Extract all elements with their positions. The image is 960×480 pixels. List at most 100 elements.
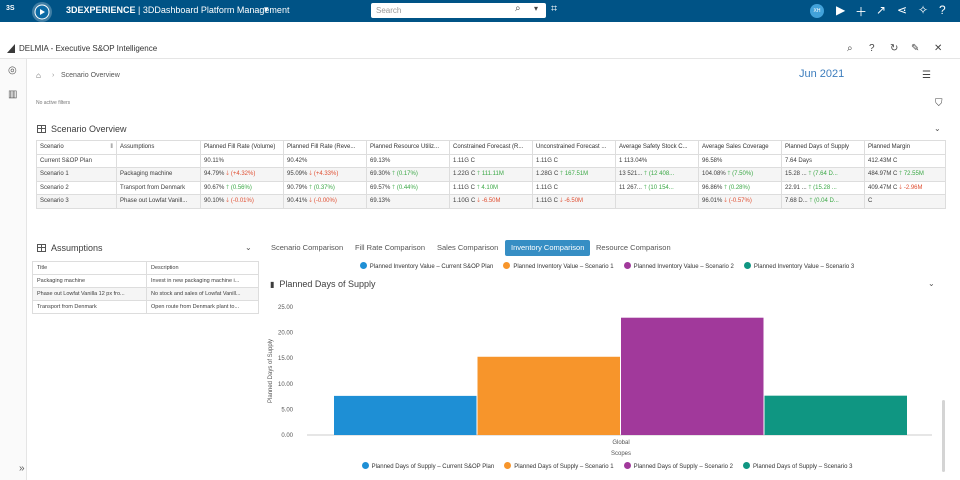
- cell-value: Current S&OP Plan: [40, 157, 92, 164]
- legend-item[interactable]: Planned Days of Supply – Scenario 2: [623, 462, 734, 470]
- table-row[interactable]: Packaging machine Invest in new packaging…: [32, 274, 259, 288]
- column-header[interactable]: Scenario ⫴: [36, 140, 117, 155]
- table-cell: 7.64 Days: [781, 153, 865, 168]
- column-header[interactable]: Planned Days of Supply: [781, 140, 865, 155]
- expand-sidebar-icon[interactable]: »: [19, 463, 25, 474]
- share-icon[interactable]: ↗: [876, 3, 887, 17]
- filter-icon[interactable]: ⛉: [935, 98, 943, 109]
- table-icon: [37, 244, 46, 252]
- table-cell: 484.97M C 🡑 72.55M: [864, 167, 946, 182]
- column-header[interactable]: Planned Margin: [864, 140, 946, 155]
- delta-value: (10 154...: [648, 184, 674, 191]
- y-tick-label: 15.00: [278, 356, 294, 362]
- column-header[interactable]: Assumptions: [116, 140, 201, 155]
- period-selector[interactable]: Jun 2021: [799, 68, 845, 80]
- vertical-scrollbar[interactable]: [942, 400, 945, 472]
- table-cell: 90.41% 🡓 (-0.00%): [283, 194, 367, 209]
- tab-sales-comparison[interactable]: Sales Comparison: [437, 243, 499, 252]
- bar-scenario-1[interactable]: [477, 356, 621, 435]
- tab-inventory-comparison[interactable]: Inventory Comparison: [505, 240, 591, 256]
- breadcrumb-separator-icon: ›: [52, 72, 55, 79]
- table-row[interactable]: Transport from Denmark Open route from De…: [32, 300, 259, 314]
- network-icon[interactable]: ⋖: [897, 3, 908, 17]
- table-row[interactable]: Scenario 2 Transport from Denmark 90.67% 🡑…: [36, 180, 946, 195]
- arrow-up-icon: 🡑: [475, 171, 482, 178]
- pin-icon[interactable]: ✎: [911, 43, 920, 54]
- column-resize-icon[interactable]: ⫴: [110, 143, 113, 150]
- column-header[interactable]: Average Sales Coverage: [698, 140, 782, 155]
- compass-apps-icon[interactable]: ✧: [918, 3, 929, 17]
- chevron-down-icon[interactable]: ⌄: [245, 243, 252, 252]
- refresh-icon[interactable]: ↻: [890, 43, 899, 54]
- dashboard-icon[interactable]: ◎: [8, 65, 17, 76]
- arrow-up-icon: 🡑: [806, 184, 814, 191]
- cell-value: 412.43M C: [868, 157, 898, 164]
- chevron-down-icon[interactable]: ▾: [264, 4, 269, 14]
- column-header[interactable]: Unconstrained Forecast ...: [532, 140, 616, 155]
- table-cell: [615, 194, 699, 209]
- help-icon[interactable]: ?: [869, 43, 875, 54]
- cell-value: Transport from Denmark: [120, 184, 186, 191]
- search-dropdown-icon[interactable]: ▾: [534, 4, 539, 13]
- legend-item[interactable]: Planned Days of Supply – Scenario 1: [504, 462, 614, 470]
- bar-scenario-2[interactable]: [621, 317, 764, 435]
- arrow-down-icon: 🡓: [307, 171, 314, 178]
- cell-value: 1 113.04%: [619, 157, 648, 164]
- analytics-icon[interactable]: ▥: [8, 89, 18, 100]
- legend-item[interactable]: Planned Inventory Value – Current S&OP P…: [359, 262, 493, 270]
- legend-item[interactable]: Planned Inventory Value – Scenario 3: [743, 262, 854, 270]
- column-header[interactable]: Title: [32, 261, 147, 275]
- cell-value: 484.97M C: [868, 171, 898, 178]
- chevron-down-icon[interactable]: ⌄: [928, 279, 935, 288]
- cell-value: 69.57%: [370, 184, 391, 191]
- column-header[interactable]: Planned Fill Rate (Reve...: [283, 140, 367, 155]
- table-row[interactable]: Current S&OP Plan 90.11% 90.42% 69.13% 1.11G…: [36, 153, 946, 168]
- menu-icon[interactable]: ☰: [922, 70, 931, 81]
- column-header[interactable]: Planned Fill Rate (Volume): [200, 140, 284, 155]
- table-row[interactable]: Scenario 3 Phase out Lowfat Vanill... 90.1…: [36, 194, 946, 209]
- table-row[interactable]: Scenario 1 Packaging machine 94.79% 🡓 (+4.…: [36, 167, 946, 182]
- add-icon[interactable]: ＋: [855, 5, 868, 19]
- notification-icon[interactable]: ▶: [836, 3, 846, 17]
- tag-icon[interactable]: ⌗: [551, 3, 558, 15]
- 3dexperience-compass-icon[interactable]: 3S: [4, 1, 56, 22]
- legend-item[interactable]: Planned Days of Supply – Scenario 3: [743, 462, 852, 470]
- legend-item[interactable]: Planned Inventory Value – Scenario 2: [623, 262, 734, 270]
- column-header[interactable]: Constrained Forecast (R...: [449, 140, 533, 155]
- cell-value: 95.09%: [287, 171, 308, 178]
- y-tick-label: 5.00: [281, 407, 293, 413]
- legend-item[interactable]: Planned Days of Supply – Current S&OP Pl…: [361, 462, 494, 470]
- bar-current-plan[interactable]: [334, 395, 477, 435]
- tab-scenario-comparison[interactable]: Scenario Comparison: [271, 243, 344, 252]
- arrow-up-icon: 🡑: [224, 184, 231, 191]
- legend-item[interactable]: Planned Inventory Value – Scenario 1: [503, 262, 614, 270]
- help-icon[interactable]: ?: [939, 3, 946, 17]
- arrow-up-icon: 🡑: [390, 171, 397, 178]
- tab-resource-comparison[interactable]: Resource Comparison: [596, 243, 671, 252]
- search-input[interactable]: [371, 3, 546, 18]
- table-cell: 96.86% 🡑 (0.28%): [698, 180, 782, 195]
- table-cell: 1.28G C 🡑 167.51M: [532, 167, 616, 182]
- cell-value: 1.28G C: [536, 171, 559, 178]
- legend-label: Planned Days of Supply – Scenario 2: [633, 464, 734, 470]
- column-header[interactable]: Description: [146, 261, 259, 275]
- column-header[interactable]: Average Safety Stock C...: [615, 140, 699, 155]
- delta-value: -2.96M: [903, 184, 923, 191]
- column-header[interactable]: Planned Resource Utiliz...: [366, 140, 450, 155]
- table-cell: 1.11G C: [532, 180, 616, 195]
- chevron-down-icon[interactable]: ⌄: [934, 124, 941, 133]
- tab-fill-rate-comparison[interactable]: Fill Rate Comparison: [355, 243, 426, 252]
- table-row[interactable]: Phase out Lowfat Vanilla 12 px fro... No …: [32, 287, 259, 301]
- search-icon[interactable]: ⌕: [847, 43, 853, 54]
- table-cell: 94.79% 🡓 (+4.32%): [200, 167, 284, 182]
- search-icon[interactable]: ⌕: [515, 3, 521, 14]
- breadcrumb[interactable]: Scenario Overview: [61, 72, 120, 79]
- table-cell: 13 521... 🡑 (12 408...: [615, 167, 699, 182]
- user-avatar[interactable]: XH: [810, 4, 824, 18]
- legend-dot-icon: [359, 262, 367, 269]
- brand-title[interactable]: 3DEXPERIENCE | 3DDashboard Platform Mana…: [66, 5, 290, 15]
- bar-scenario-3[interactable]: [764, 395, 908, 435]
- home-icon[interactable]: ⌂: [36, 71, 41, 80]
- table-cell: Transport from Denmark: [116, 180, 201, 195]
- close-icon[interactable]: ✕: [934, 43, 943, 54]
